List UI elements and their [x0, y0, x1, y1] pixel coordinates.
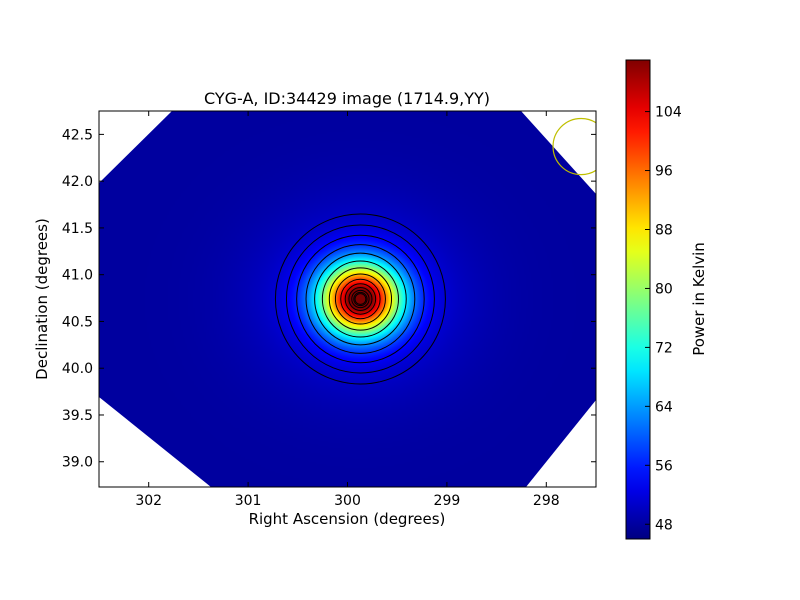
y-tick-label: 40.5 — [62, 314, 93, 330]
contour-line — [348, 286, 373, 312]
colorbar-tick-label: 72 — [655, 340, 673, 356]
contour-line — [321, 260, 399, 338]
contour-line — [328, 267, 393, 331]
colorbar-tick-label: 48 — [655, 517, 673, 533]
heatmap-image — [99, 111, 596, 487]
y-tick-label: 39.5 — [62, 408, 93, 424]
x-tick-label: 299 — [434, 493, 461, 509]
y-tick-label: 41.5 — [62, 221, 93, 237]
beam-circle — [552, 117, 596, 176]
plot-area: 302 301 300 299 298 39.0 39.5 40.0 40.5 41.0 41.5… — [62, 110, 597, 509]
x-tick-label: 298 — [533, 493, 560, 509]
chart-title: CYG-A, ID:34429 image (1714.9,YY) — [204, 89, 490, 108]
contour-line — [274, 213, 446, 385]
colorbar-tick-label: 64 — [655, 399, 673, 415]
x-tick-label: 301 — [235, 493, 262, 509]
contour-line — [351, 289, 370, 309]
colorbar-ticks: 48 56 64 72 80 88 96 104 — [645, 105, 682, 533]
colorbar-label: Power in Kelvin — [690, 242, 708, 356]
y-tick-label: 41.0 — [62, 268, 93, 284]
contour-line — [344, 283, 377, 315]
y-tick-label: 42.5 — [62, 127, 93, 143]
contour-line — [334, 273, 386, 325]
colorbar-tick-label: 96 — [655, 164, 673, 180]
y-tick-label: 40.0 — [62, 361, 93, 377]
contour-line — [314, 252, 407, 346]
contour-lines — [274, 213, 446, 385]
x-axis-ticks: 302 301 300 299 298 — [135, 111, 560, 509]
colorbar-tick-label: 88 — [655, 222, 673, 238]
contour-line — [296, 234, 425, 364]
colorbar-fill — [625, 59, 651, 540]
y-tick-label: 42.0 — [62, 174, 93, 190]
contour-line — [305, 244, 416, 354]
y-axis-ticks: 39.0 39.5 40.0 40.5 41.0 41.5 42.0 42.5 — [62, 127, 596, 471]
contour-line — [285, 224, 435, 374]
colorbar: 48 56 64 72 80 88 96 104 Power in Kelvin — [625, 59, 708, 540]
x-tick-label: 300 — [334, 493, 361, 509]
contour-line — [353, 291, 368, 307]
contour-line — [354, 293, 367, 305]
y-tick-label: 39.0 — [62, 455, 93, 471]
contour-line — [340, 278, 381, 320]
y-axis-label: Declination (degrees) — [33, 218, 51, 380]
colorbar-tick-label: 104 — [655, 105, 682, 121]
colorbar-tick-label: 80 — [655, 281, 673, 297]
x-axis-label: Right Ascension (degrees) — [249, 510, 446, 528]
colorbar-tick-label: 56 — [655, 458, 673, 474]
x-tick-label: 302 — [135, 493, 162, 509]
